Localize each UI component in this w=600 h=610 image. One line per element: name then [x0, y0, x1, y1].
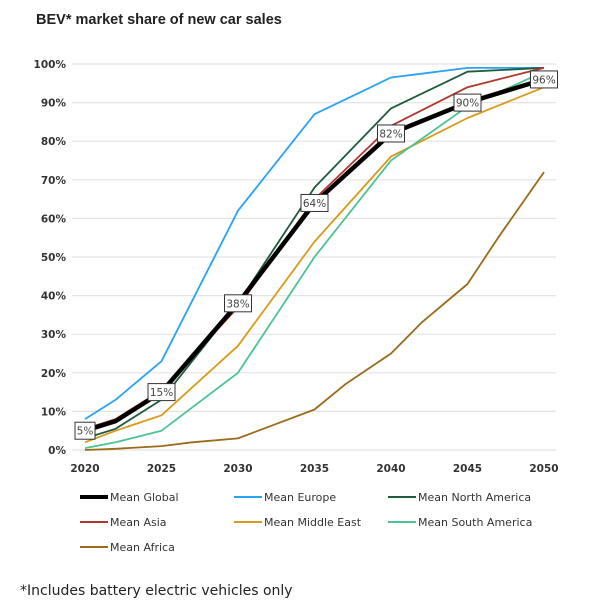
series-line-mean-global [84, 77, 545, 433]
data-label-text: 64% [303, 198, 326, 210]
x-tick-label: 2035 [300, 463, 329, 475]
legend-item-mean-north-america: Mean North America [388, 491, 531, 504]
data-label: 5% [74, 421, 96, 440]
series-line-mean-africa [84, 171, 545, 451]
y-tick-label: 80% [41, 136, 67, 148]
data-label-box [530, 70, 558, 89]
series-line-mean-middle-east [84, 86, 545, 444]
data-label-text: 90% [456, 98, 479, 110]
chart-title: BEV* market share of new car sales [36, 12, 282, 28]
series-line-mean-north-america [84, 67, 545, 440]
legend-item-mean-europe: Mean Europe [234, 491, 336, 504]
data-label: 82% [377, 124, 405, 143]
legend-item-mean-asia: Mean Asia [80, 516, 167, 529]
legend-item-mean-africa: Mean Africa [80, 541, 175, 554]
data-label: 96% [530, 70, 558, 89]
series-line-mean-asia [84, 67, 545, 430]
legend-item-mean-global: Mean Global [80, 491, 179, 504]
x-tick-label: 2020 [70, 463, 99, 475]
y-tick-label: 50% [41, 252, 67, 264]
x-tick-label: 2040 [376, 463, 405, 475]
y-tick-label: 30% [41, 329, 67, 341]
y-tick-label: 70% [41, 175, 67, 187]
legend-item-mean-south-america: Mean South America [388, 516, 532, 529]
y-tick-label: 60% [41, 213, 67, 225]
data-label-box [453, 93, 482, 112]
y-tick-label: 90% [41, 98, 67, 110]
x-axis-ticks: 2020 2025 2030 2035 2040 2045 2050 [70, 463, 558, 475]
legend-label: Mean Africa [110, 541, 175, 554]
y-axis-ticks: 0% 10% 20% 30% 40% 50% 60% 70% 80% 90% 100% [34, 59, 67, 457]
series-line-mean-south-america [84, 70, 545, 449]
data-label: 64% [300, 193, 329, 212]
x-tick-label: 2045 [453, 463, 482, 475]
data-label-text: 82% [379, 128, 402, 140]
data-labels: 5% 15% 38% 64% 82% 90% 96% [74, 70, 558, 440]
data-label-text: 38% [226, 298, 249, 310]
legend-label: Mean Asia [110, 516, 167, 529]
y-tick-label: 0% [48, 445, 66, 457]
legend-label: Mean Global [110, 491, 179, 504]
footnote: *Includes battery electric vehicles only [20, 583, 293, 599]
gridlines [72, 63, 556, 451]
y-tick-label: 20% [41, 368, 67, 380]
data-label-box [300, 193, 329, 212]
data-label: 38% [224, 294, 252, 313]
data-label-text: 5% [77, 426, 94, 438]
data-label: 15% [147, 383, 176, 402]
legend-item-mean-middle-east: Mean Middle East [234, 516, 362, 529]
x-tick-label: 2030 [223, 463, 252, 475]
legend-label: Mean South America [418, 516, 532, 529]
data-label: 90% [453, 93, 482, 112]
line-chart: 0%10%20%30%40%50%60%70%80%90%100% 2020 20… [34, 59, 559, 554]
data-label-box [74, 421, 96, 440]
legend: Mean Global Mean Europe Mean North America… [80, 491, 532, 554]
y-tick-label: 40% [41, 291, 67, 303]
data-label-box [224, 294, 252, 313]
x-tick-label: 2025 [147, 463, 176, 475]
data-label-box [377, 124, 405, 143]
series-line-mean-europe [84, 67, 544, 420]
data-label-text: 96% [532, 74, 555, 86]
legend-label: Mean Middle East [264, 516, 362, 529]
legend-label: Mean North America [418, 491, 531, 504]
data-label-text: 15% [150, 387, 173, 399]
y-tick-label: 100% [34, 59, 67, 71]
y-tick-label: 10% [41, 406, 67, 418]
series-lines [84, 67, 545, 451]
data-label-box [147, 383, 176, 402]
legend-label: Mean Europe [264, 491, 336, 504]
x-tick-label: 2050 [529, 463, 558, 475]
